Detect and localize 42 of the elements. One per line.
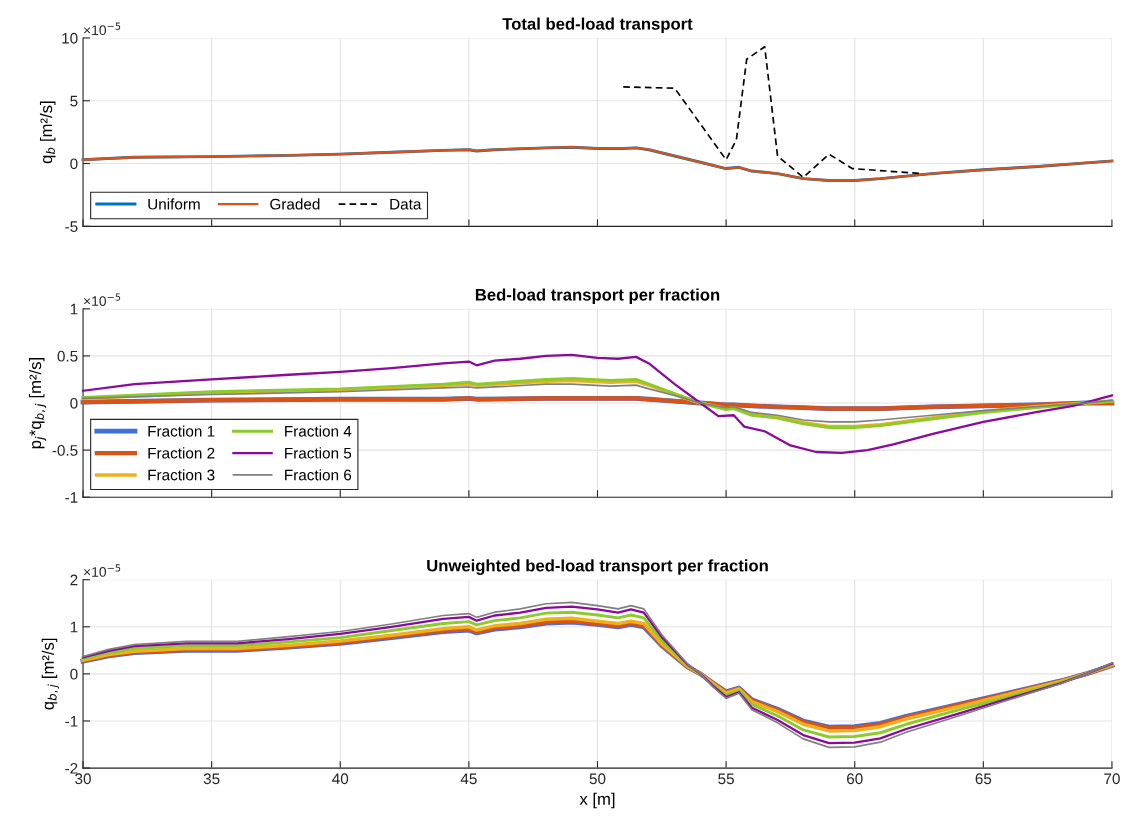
legend-label: Fraction 5 bbox=[285, 447, 352, 459]
y-tick-label: -0.5 bbox=[52, 444, 78, 456]
y-axis-title: q$_{b,j}$ [m²/s] bbox=[41, 638, 59, 710]
legend-label: Graded bbox=[270, 198, 320, 210]
y-tick-label: 0 bbox=[70, 397, 78, 409]
y-tick-label: -1 bbox=[65, 716, 78, 727]
y-tick-label: 1 bbox=[70, 621, 78, 633]
y-axis-title: q$_{b}$ [m²/s] bbox=[39, 101, 56, 164]
y-tick-label: 1 bbox=[70, 303, 78, 315]
y-tick-label: 0.5 bbox=[57, 350, 78, 362]
x-tick-label: 35 bbox=[203, 773, 220, 785]
y-tick-label: 0 bbox=[70, 158, 78, 170]
legend-label: Fraction 3 bbox=[148, 469, 215, 481]
legend-label: Fraction 4 bbox=[285, 425, 352, 437]
chart-title: Unweighted bed-load transport per fraction bbox=[427, 559, 768, 575]
x-tick-label: 55 bbox=[718, 773, 734, 785]
y-tick-label: -1 bbox=[65, 492, 78, 503]
y-tick-label: 0 bbox=[70, 668, 78, 680]
x-tick-label: 65 bbox=[975, 773, 992, 785]
x-tick-label: 60 bbox=[847, 773, 863, 785]
y-tick-label: -5 bbox=[65, 221, 78, 233]
legend-label: Fraction 1 bbox=[148, 425, 215, 437]
x-tick-label: 45 bbox=[460, 773, 477, 785]
chart-title: Bed-load transport per fraction bbox=[475, 288, 720, 304]
y-tick-label: 2 bbox=[70, 574, 78, 586]
x-axis-title: x [m] bbox=[579, 792, 615, 809]
legend-label: Fraction 6 bbox=[285, 469, 352, 481]
x-tick-label: 30 bbox=[75, 773, 91, 785]
y-axis-title: p$_{j}$*q$_{b,j}$ [m²/s] bbox=[28, 358, 47, 449]
y-tick-label: 5 bbox=[70, 95, 78, 107]
legend-label: Uniform bbox=[148, 198, 200, 210]
text: ×10$^{−5}$ bbox=[83, 564, 121, 577]
legend-label: Data bbox=[390, 198, 422, 210]
y-tick-label: -2 bbox=[65, 762, 78, 774]
chart-title: Total bed-load transport bbox=[502, 17, 693, 34]
x-tick-label: 70 bbox=[1104, 773, 1120, 785]
y-tick-label: 10 bbox=[62, 32, 78, 44]
legend-label: Fraction 2 bbox=[148, 447, 215, 459]
text: ×10$^{−5}$ bbox=[83, 22, 121, 36]
x-tick-label: 50 bbox=[589, 773, 606, 785]
text: ×10$^{−5}$ bbox=[83, 293, 121, 306]
x-tick-label: 40 bbox=[332, 773, 349, 785]
